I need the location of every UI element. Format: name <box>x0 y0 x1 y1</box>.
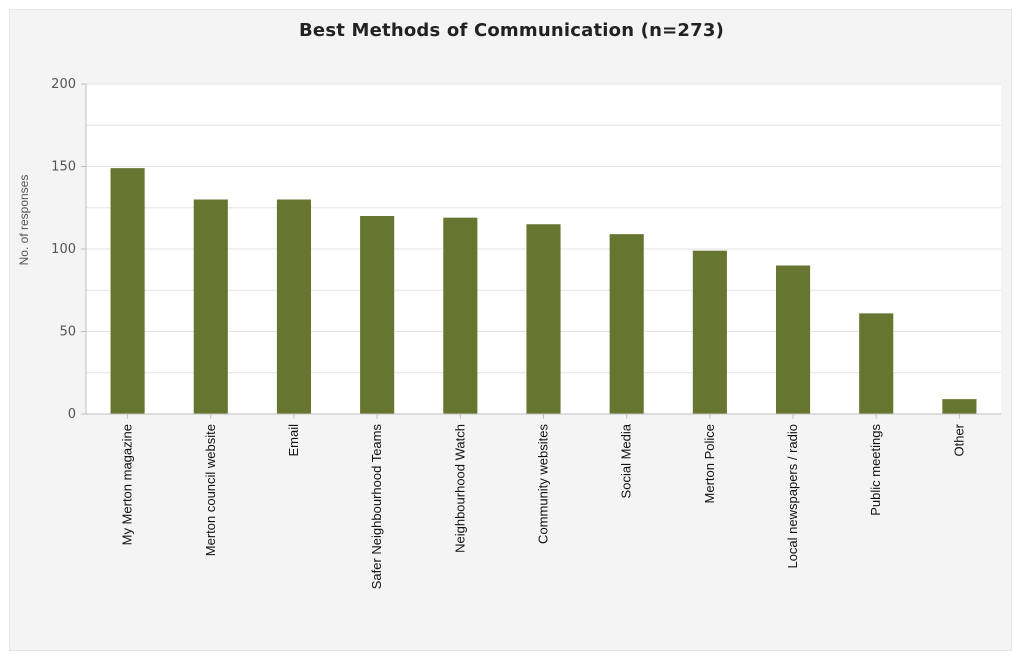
category-labels: My Merton magazine Merton council website… <box>120 423 967 589</box>
bar <box>859 313 894 414</box>
bar <box>692 250 727 414</box>
category-label: Community websites <box>536 424 551 544</box>
y-tick-label: 200 <box>51 77 76 92</box>
y-axis-title: No. of responses <box>17 175 31 266</box>
bars <box>110 168 977 414</box>
category-label: My Merton magazine <box>120 424 135 545</box>
category-label: Safer Neighbourhood Teams <box>369 424 384 590</box>
bar <box>443 217 478 414</box>
y-tick-label: 150 <box>51 160 76 175</box>
bar <box>942 399 977 414</box>
category-label: Local newspapers / radio <box>785 424 800 569</box>
bar <box>360 216 395 414</box>
bar-chart: 0 50 100 150 200 My Merton magazine Merton co… <box>17 77 1001 589</box>
bar <box>193 199 228 414</box>
axes <box>81 83 1001 419</box>
category-label: Merton council website <box>203 424 218 556</box>
category-label: Social Media <box>619 423 634 498</box>
category-label: Public meetings <box>868 424 883 516</box>
category-label: Merton Police <box>702 424 717 503</box>
bar <box>775 265 811 414</box>
bar <box>110 168 145 414</box>
y-tick-label: 0 <box>68 407 76 422</box>
y-tick-label: 100 <box>51 242 76 257</box>
chart-frame: Best Methods of Communication (n=273) 0 5… <box>9 9 1012 651</box>
chart-title: Best Methods of Communication (n=273) <box>299 20 724 41</box>
category-label: Email <box>286 424 301 457</box>
bar <box>526 224 561 414</box>
y-tick-labels: 0 50 100 150 200 <box>51 77 76 422</box>
y-tick-label: 50 <box>59 325 76 340</box>
category-label: Other <box>951 423 966 456</box>
bar <box>276 199 312 414</box>
bar <box>609 234 644 414</box>
category-label: Neighbourhood Watch <box>452 424 467 553</box>
